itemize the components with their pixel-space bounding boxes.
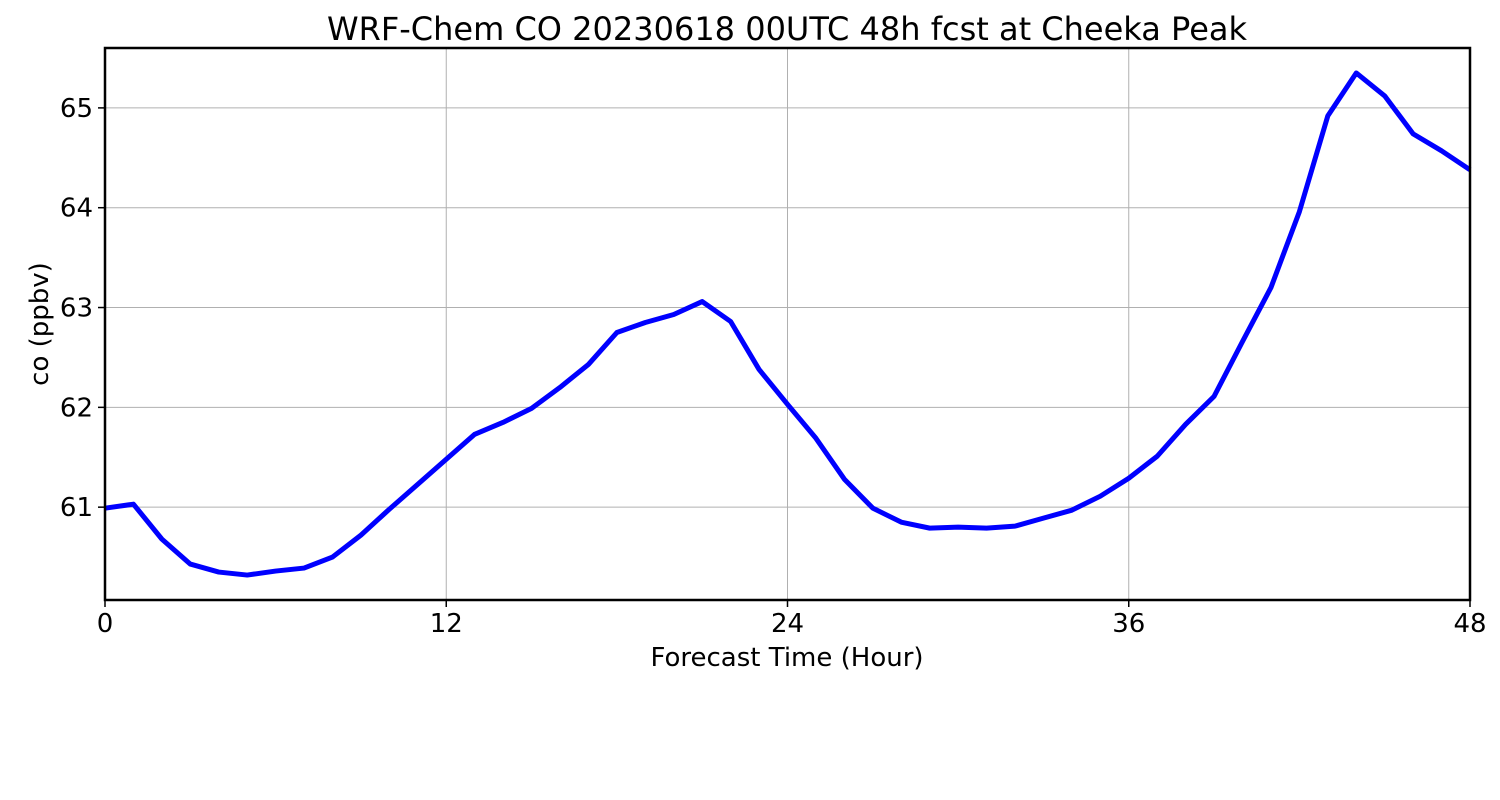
y-tick-label: 61 (60, 493, 93, 523)
series-line (104, 70, 1472, 578)
x-tick-label: 36 (1112, 609, 1145, 639)
x-tick-label: 48 (1453, 609, 1486, 639)
axis-ticks: 0 12 24 36 48 61 62 63 64 65 (60, 94, 1487, 639)
y-tick-label: 64 (60, 194, 93, 224)
y-tick-label: 62 (60, 393, 93, 423)
x-tick-label: 0 (97, 609, 114, 639)
y-tick-label: 65 (60, 94, 93, 124)
y-axis-label: co (ppbv) (25, 262, 55, 386)
y-tick-label: 63 (60, 294, 93, 324)
x-axis-label: Forecast Time (Hour) (650, 643, 923, 673)
series-layer (104, 70, 1472, 578)
x-tick-label: 12 (430, 609, 463, 639)
chart-title: WRF-Chem CO 20230618 00UTC 48h fcst at C… (327, 10, 1248, 48)
x-tick-label: 24 (771, 609, 804, 639)
plot-frame (103, 46, 1472, 602)
